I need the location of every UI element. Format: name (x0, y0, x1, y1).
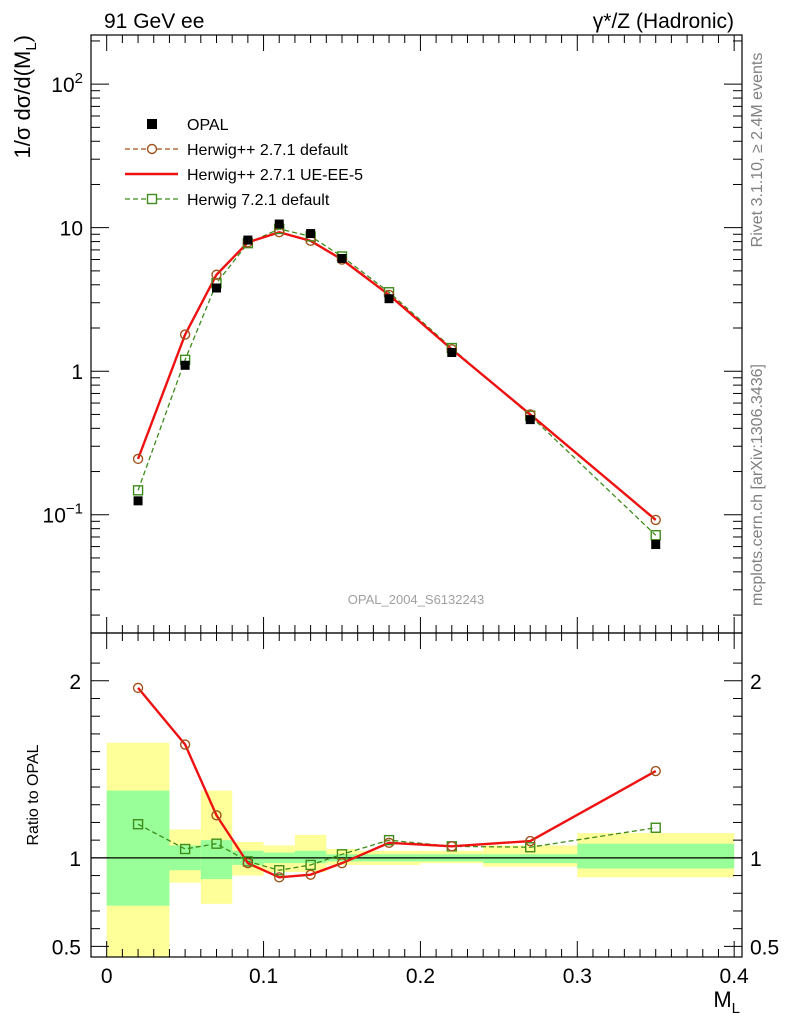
ratio-y-tick-label: 0.5 (52, 936, 81, 959)
x-axis-title: ML (713, 987, 740, 1017)
legend-label-herwig-2-7-1-ue-ee-5: Herwig++ 2.7.1 UE-EE-5 (187, 167, 363, 184)
ratio-marker-herwig-7-2-1-default (132, 819, 144, 830)
x-tick-label: 0.3 (563, 965, 592, 988)
series-marker-herwig-2-7-1-default (179, 329, 191, 340)
series-marker-herwig-2-7-1-default (650, 514, 661, 526)
ratio-marker-herwig-2-7-1-default (650, 765, 661, 777)
ratio-marker-herwig-2-7-1-default (274, 872, 285, 883)
distribution-panel: 10−1 1 10 102 1/σ dσ/d(ML) OPAL Herwig++ 2.7.1… (10, 34, 743, 634)
series-line-herwig-2-7-1-ue-ee-5 (136, 230, 657, 521)
analysis-watermark: OPAL_2004_S6132243 (348, 592, 484, 607)
ratio-panel: 0 0.1 0.2 0.3 0.4ML 0.5 0.5 1 1 2 2 Ratio to OPAL (25, 632, 779, 1017)
data-point-opal (133, 496, 143, 506)
x-tick-label: 0.1 (249, 965, 278, 988)
ratio-marker-herwig-7-2-1-default (305, 859, 316, 871)
y-axis-title: 1/σ dσ/d(ML) (10, 35, 40, 159)
ratio-marker-herwig-2-7-1-default (336, 857, 348, 869)
ratio-marker-herwig-7-2-1-default (179, 843, 191, 855)
legend-label-herwig-7-2-1-default: Herwig 7.2.1 default (187, 192, 330, 209)
data-point-opal (525, 415, 535, 425)
legend-marker-opal (147, 119, 157, 129)
legend-marker-herwig-2-7-1-default (146, 143, 158, 155)
legend-marker-herwig-7-2-1-default (146, 193, 158, 205)
ratio-marker-herwig-2-7-1-default (305, 869, 316, 880)
ratio-marker-herwig-7-2-1-default (525, 842, 536, 853)
stat-uncertainty-band (294, 850, 327, 864)
y-tick-label: 10 (60, 218, 83, 241)
x-tick-label: 0.2 (406, 965, 435, 988)
ratio-marker-herwig-2-7-1-default (446, 841, 457, 852)
ratio-marker-herwig-2-7-1-default (179, 739, 191, 750)
x-tick-label: 0 (101, 965, 113, 988)
series-marker-herwig-7-2-1-default (132, 485, 144, 496)
legend-label-herwig-2-7-1-default: Herwig++ 2.7.1 default (187, 142, 349, 159)
ratio-y-tick-label-right: 2 (750, 671, 762, 694)
x-tick-label: 0.4 (720, 965, 750, 988)
header-right-title: γ*/Z (Hadronic) (593, 10, 734, 33)
ratio-marker-herwig-2-7-1-default (383, 837, 395, 849)
ratio-marker-herwig-2-7-1-default (211, 810, 222, 821)
y-tick-label: 1 (71, 361, 83, 384)
stat-uncertainty-band (200, 840, 233, 880)
series-marker-herwig-2-7-1-default (211, 269, 222, 280)
stat-uncertainty-band (483, 854, 578, 864)
data-point-opal (180, 360, 190, 370)
ratio-marker-herwig-7-2-1-default (274, 865, 285, 876)
data-point-opal (384, 294, 394, 304)
stat-uncertainty-band (106, 790, 170, 906)
header-left-title: 91 GeV ee (104, 10, 204, 33)
data-point-opal (211, 283, 221, 293)
ratio-marker-herwig-2-7-1-default (525, 835, 536, 847)
data-point-opal (651, 540, 661, 550)
stat-uncertainty-band (577, 843, 735, 869)
ratio-marker-herwig-7-2-1-default (650, 822, 661, 833)
ratio-marker-herwig-2-7-1-default (242, 857, 254, 869)
ratio-marker-herwig-7-2-1-default (383, 834, 395, 846)
y-tick-label: 102 (51, 70, 83, 97)
ratio-y-axis-title: Ratio to OPAL (25, 744, 42, 845)
rivet-version-label: Rivet 3.1.10, ≥ 2.4M events (749, 53, 766, 248)
series-marker-herwig-7-2-1-default (650, 530, 661, 541)
ratio-frame (90, 632, 743, 958)
ratio-marker-herwig-2-7-1-default (132, 682, 144, 694)
legend-label-opal: OPAL (187, 117, 229, 134)
data-point-opal (274, 219, 284, 229)
y-tick-label: 10−1 (43, 501, 83, 528)
data-point-opal (306, 229, 316, 239)
mcplots-reference-label: mcplots.cern.ch [arXiv:1306.3436] (749, 364, 766, 606)
ratio-marker-herwig-7-2-1-default (211, 838, 222, 849)
ratio-y-tick-label-right: 1 (750, 848, 762, 871)
data-point-opal (243, 235, 253, 245)
ratio-y-tick-label-right: 0.5 (750, 936, 779, 959)
ratio-y-tick-label: 1 (69, 848, 81, 871)
ratio-line-herwig-7-2-1-default (137, 823, 656, 871)
data-point-opal (337, 253, 347, 263)
ratio-line-herwig-2-7-1-ue-ee-5 (137, 687, 657, 879)
ratio-y-tick-label: 2 (69, 671, 81, 694)
data-point-opal (447, 348, 457, 358)
series-marker-herwig-2-7-1-default (132, 453, 144, 465)
